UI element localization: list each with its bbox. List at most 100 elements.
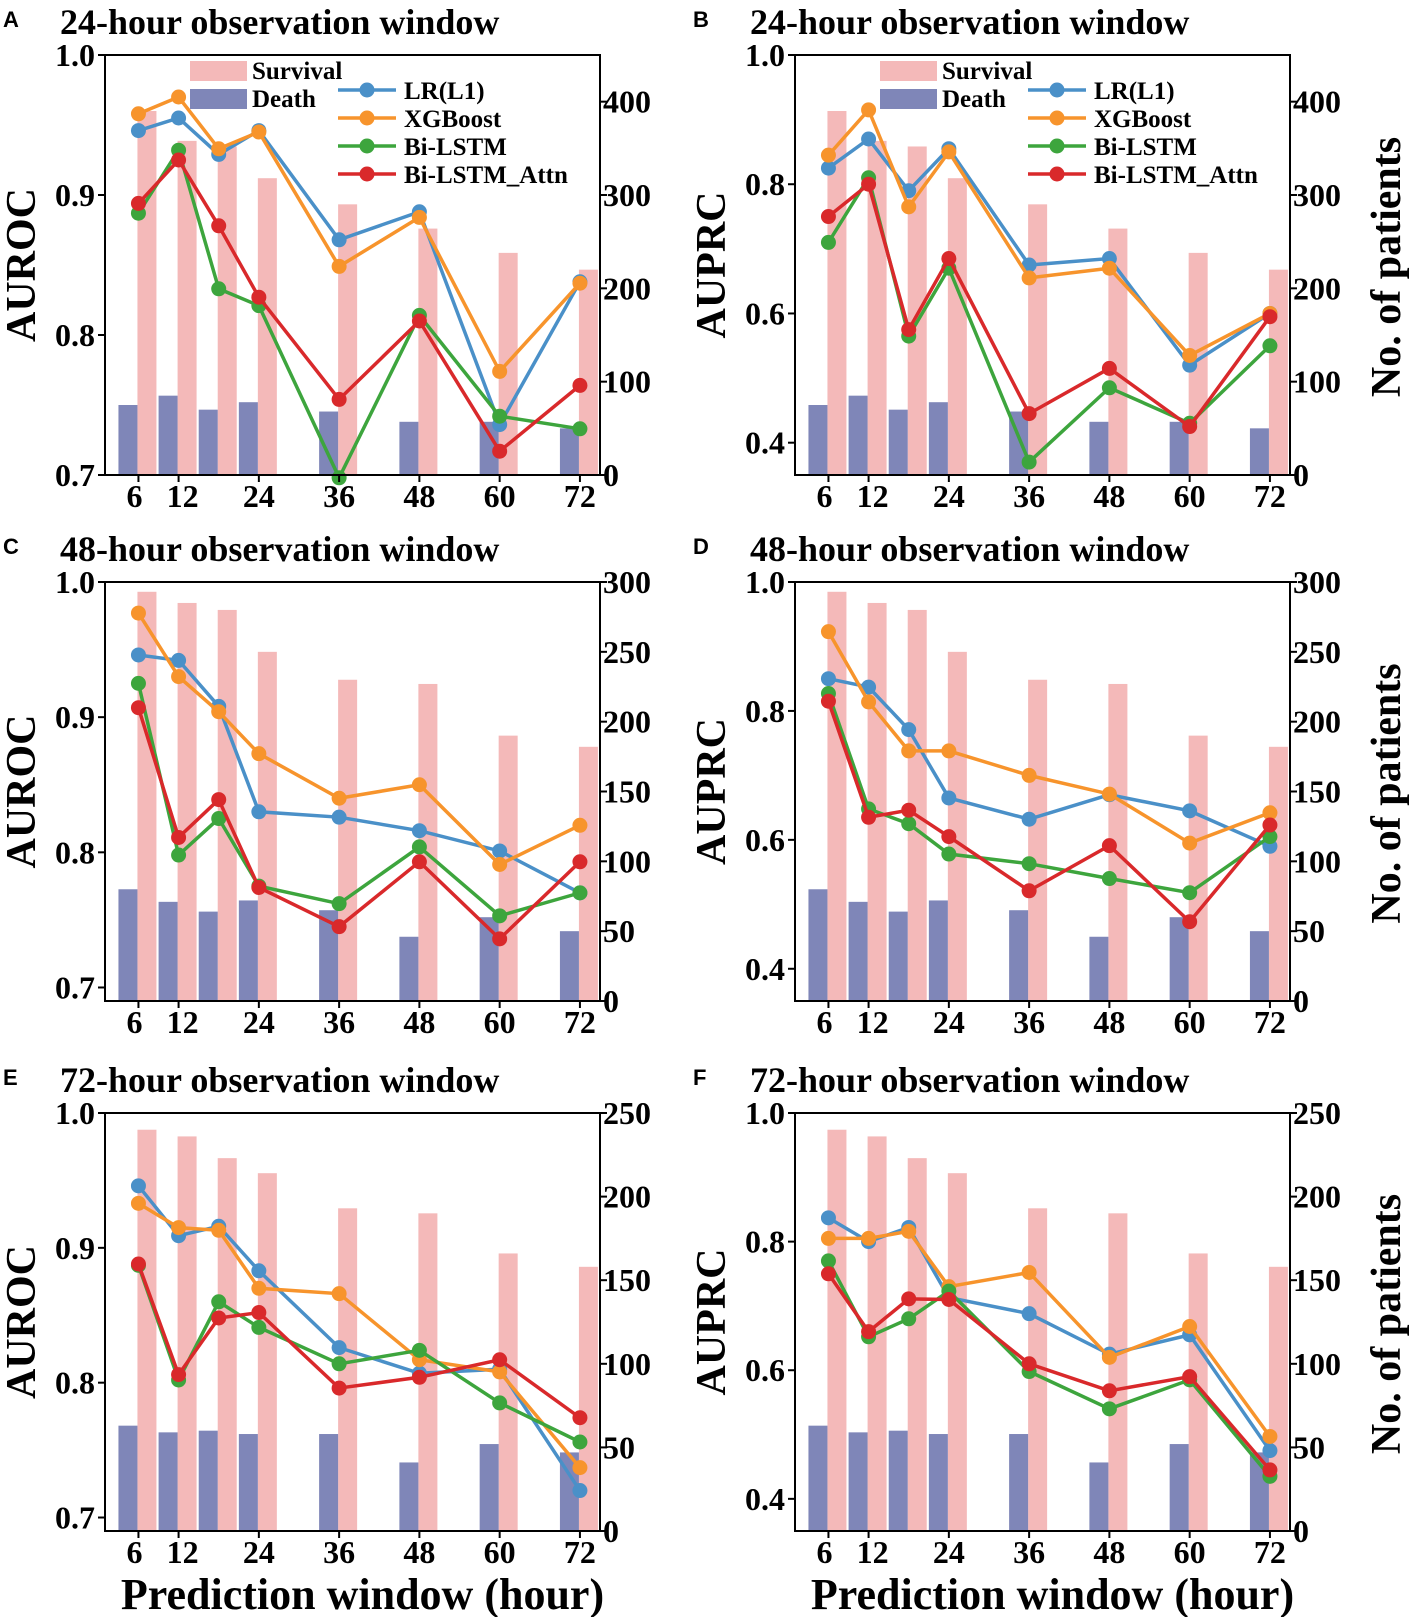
y-tick-label: 0.8 <box>55 1365 95 1401</box>
x-tick-label: 24 <box>933 1534 965 1570</box>
data-point-bilstm_attn <box>251 289 267 305</box>
survival-bar <box>578 269 598 475</box>
y-right-tick-label: 150 <box>603 1262 651 1298</box>
death-bar <box>1089 936 1109 1001</box>
data-point-bilstm <box>331 1356 347 1372</box>
survival-bar <box>1108 683 1128 1001</box>
data-point-lr <box>820 160 836 176</box>
x-axis-label: Prediction window (hour) <box>121 1570 604 1617</box>
data-point-bilstm <box>411 839 427 855</box>
death-bar <box>808 1425 828 1531</box>
data-point-bilstm_attn <box>1101 360 1117 376</box>
plot-frame <box>104 1112 601 1532</box>
x-tick-label: 36 <box>1013 1534 1045 1570</box>
data-point-xgb <box>130 605 146 621</box>
survival-bar <box>947 651 967 1001</box>
y-tick-label: 0.8 <box>55 317 95 353</box>
y-right-tick-label: 50 <box>1293 1429 1325 1465</box>
survival-bar <box>177 602 197 1001</box>
legend-label-death: Death <box>252 86 316 113</box>
y-right-tick-label: 300 <box>1293 177 1341 213</box>
y-tick-label: 1.0 <box>745 564 785 600</box>
data-point-bilstm_attn <box>251 1305 267 1321</box>
death-bar <box>848 901 868 1001</box>
death-bar <box>559 931 579 1001</box>
data-point-xgb <box>941 144 957 160</box>
data-point-bilstm_attn <box>861 176 877 192</box>
survival-bar <box>947 1173 967 1531</box>
y-tick-label: 0.8 <box>745 1224 785 1260</box>
survival-bar <box>827 591 847 1001</box>
legend-label-xgb: XGBoost <box>1094 106 1192 133</box>
survival-bar <box>827 111 847 475</box>
x-tick-label: 12 <box>857 478 889 514</box>
survival-bar <box>1268 1266 1288 1531</box>
y-tick-label: 1.0 <box>745 37 785 73</box>
survival-bar <box>827 1129 847 1531</box>
x-tick-label: 24 <box>243 1534 275 1570</box>
data-point-bilstm_attn <box>411 854 427 870</box>
death-bar <box>1089 1462 1109 1531</box>
panel-letter: B <box>693 7 709 32</box>
plot-frame <box>794 54 1291 476</box>
death-bar <box>1169 917 1189 1001</box>
data-point-bilstm_attn <box>171 1367 187 1383</box>
data-point-bilstm_attn <box>492 931 508 947</box>
x-tick-label: 36 <box>1013 478 1045 514</box>
series-line-bilstm_attn <box>137 157 582 454</box>
y-right-tick-label: 200 <box>603 270 651 306</box>
data-point-lr <box>130 647 146 663</box>
y-tick-label: 0.9 <box>55 699 95 735</box>
data-point-xgb <box>1182 835 1198 851</box>
legend-label-bilstm_attn: Bi-LSTM_Attn <box>1094 162 1258 189</box>
x-tick-label: 6 <box>126 1004 142 1040</box>
data-point-xgb <box>492 856 508 872</box>
data-point-xgb <box>411 777 427 793</box>
series-line-bilstm_attn <box>827 1272 1272 1472</box>
survival-bar <box>1028 204 1048 476</box>
data-point-lr <box>331 232 347 248</box>
data-point-bilstm <box>492 908 508 924</box>
data-point-bilstm_attn <box>1101 838 1117 854</box>
y-axis-label: AUPRC <box>689 718 735 865</box>
x-tick-label: 48 <box>403 1004 435 1040</box>
death-bar <box>399 1462 419 1531</box>
data-point-xgb <box>820 147 836 163</box>
series-line-bilstm_attn <box>827 181 1272 429</box>
data-point-bilstm <box>1101 1401 1117 1417</box>
data-point-xgb <box>1021 1264 1037 1280</box>
data-point-xgb <box>861 694 877 710</box>
data-point-xgb <box>1101 1349 1117 1365</box>
y-right-tick-label: 100 <box>603 364 651 400</box>
y-right-tick-label: 400 <box>1293 84 1341 120</box>
x-tick-label: 6 <box>816 478 832 514</box>
data-point-bilstm_attn <box>1182 914 1198 930</box>
survival-bar <box>137 1129 157 1531</box>
x-tick-label: 6 <box>126 478 142 514</box>
death-bar <box>808 405 828 475</box>
data-point-xgb <box>251 124 267 140</box>
data-point-bilstm_attn <box>171 829 187 845</box>
x-tick-label: 72 <box>564 1534 596 1570</box>
legend-label-survival: Survival <box>942 58 1032 85</box>
y-tick-label: 0.6 <box>745 1352 785 1388</box>
x-tick-label: 48 <box>403 1534 435 1570</box>
data-point-bilstm_attn <box>941 1291 957 1307</box>
data-point-bilstm_attn <box>1021 406 1037 422</box>
survival-bar <box>578 746 598 1001</box>
y-axis-label: AUROC <box>0 188 45 342</box>
data-point-xgb <box>251 1280 267 1296</box>
data-point-bilstm_attn <box>1262 817 1278 833</box>
y-tick-label: 0.4 <box>745 1481 785 1517</box>
survival-bar <box>1108 228 1128 475</box>
survival-bar <box>217 1158 237 1531</box>
data-point-lr <box>331 809 347 825</box>
data-point-bilstm_attn <box>861 809 877 825</box>
data-point-bilstm <box>211 811 227 827</box>
y-right-tick-label: 50 <box>1293 913 1325 949</box>
data-point-xgb <box>211 141 227 157</box>
death-bar <box>198 409 218 475</box>
data-point-xgb <box>901 199 917 215</box>
x-axis-label: Prediction window (hour) <box>811 1570 1294 1617</box>
